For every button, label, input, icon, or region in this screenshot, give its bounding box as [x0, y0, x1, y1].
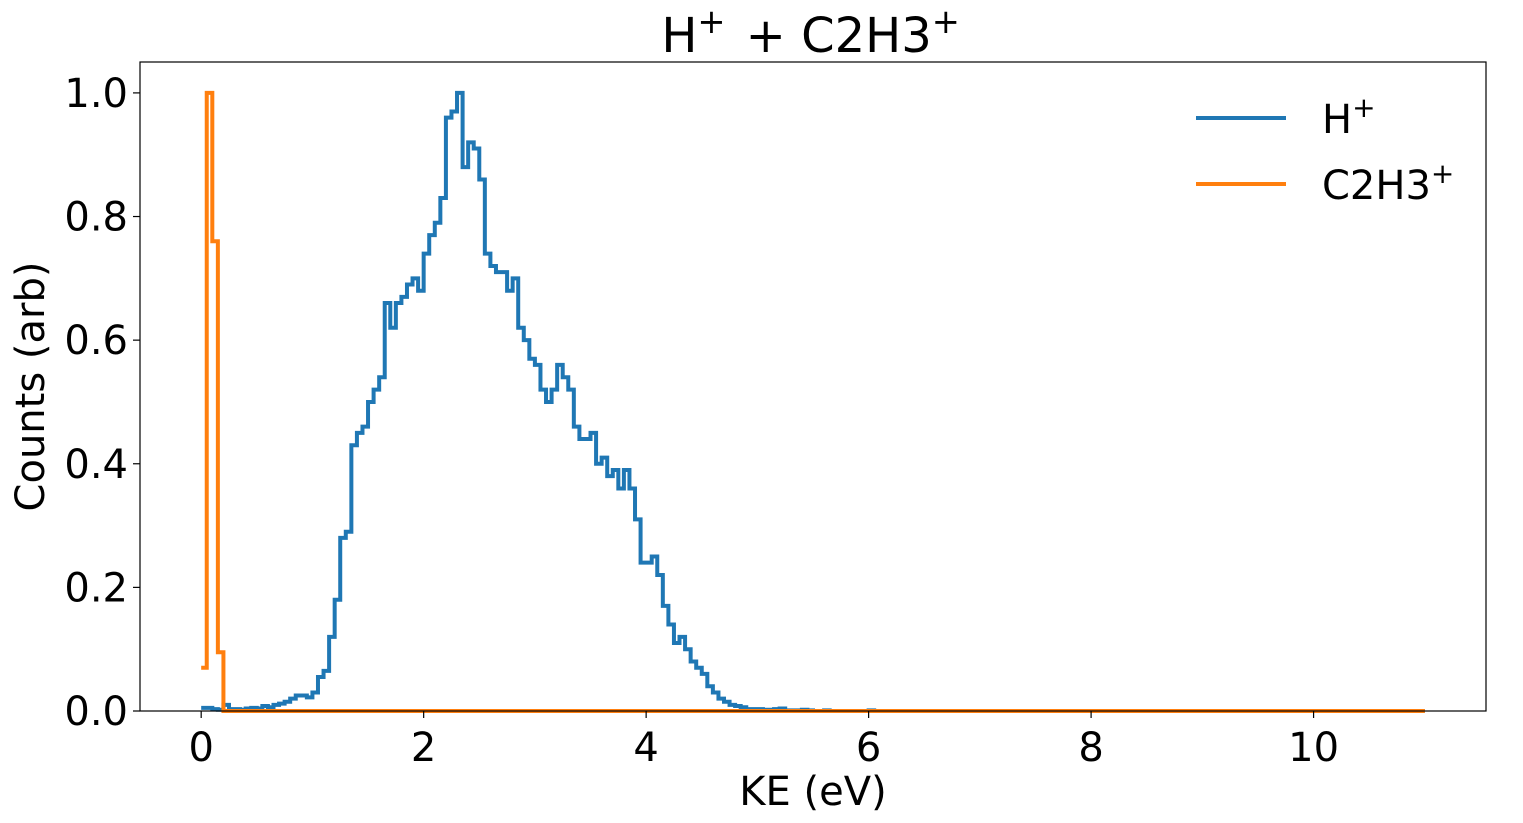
y-axis-label: Counts (arb)	[8, 262, 54, 512]
legend-item: C2H3+	[1196, 157, 1458, 210]
legend: H+ C2H3+	[1196, 91, 1458, 210]
x-tick-label: 2	[411, 725, 436, 771]
y-axis-ticks: 0.0 0.2 0.4 0.6 0.8 1.0	[64, 71, 140, 735]
y-tick-label: 0.8	[64, 195, 128, 241]
series-line-c2h3-plus	[201, 90, 1425, 713]
x-tick-label: 10	[1288, 725, 1339, 771]
x-tick-label: 0	[188, 725, 213, 771]
x-axis-ticks: 0 2 4 6 8 10	[188, 711, 1339, 771]
axes-frame	[139, 61, 1487, 712]
legend-label: C2H3+	[1322, 157, 1458, 210]
y-tick-label: 0.0	[64, 689, 128, 735]
y-tick-label: 1.0	[64, 71, 128, 117]
x-tick-label: 8	[1078, 725, 1103, 771]
legend-item: H+	[1196, 91, 1380, 144]
series-layer	[201, 90, 1425, 713]
legend-label: H+	[1322, 91, 1380, 144]
y-tick-label: 0.4	[64, 442, 128, 488]
series-line-h-plus	[201, 90, 1425, 713]
x-axis-label: KE (eV)	[739, 769, 886, 815]
x-tick-label: 6	[856, 725, 881, 771]
chart-title: H+ + C2H3+	[661, 2, 964, 65]
x-tick-label: 4	[633, 725, 658, 771]
y-tick-label: 0.6	[64, 318, 128, 364]
y-tick-label: 0.2	[64, 565, 128, 611]
